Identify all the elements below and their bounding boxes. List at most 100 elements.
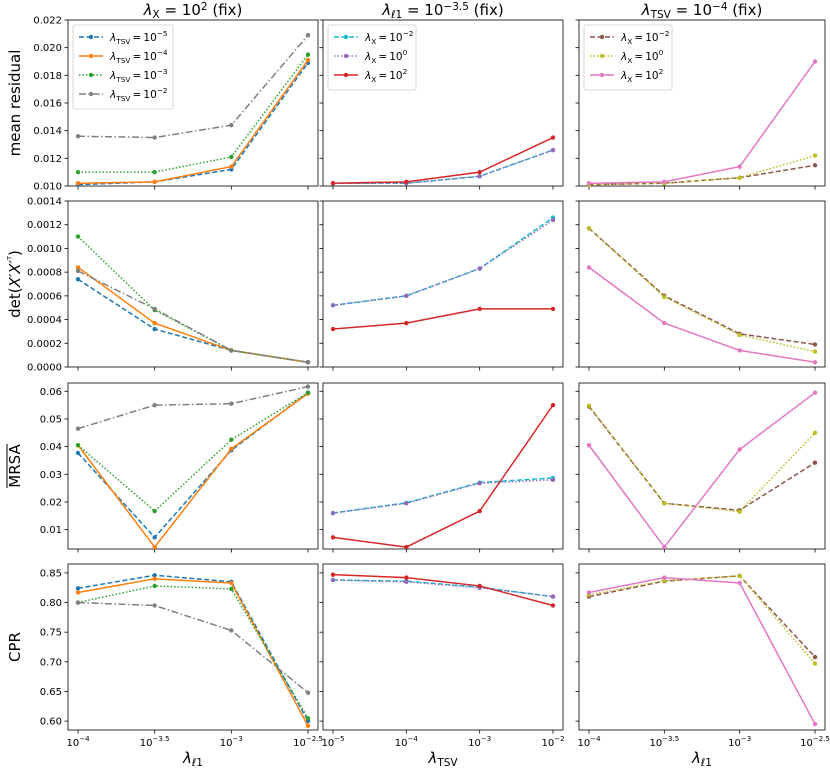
data-point bbox=[305, 390, 311, 395]
series-line bbox=[333, 149, 554, 184]
data-point bbox=[152, 544, 157, 550]
data-point bbox=[550, 306, 556, 312]
y-axis-label-det: det(X′X′ᵀ) bbox=[6, 250, 24, 318]
x-tick-label: 10−2​ bbox=[541, 735, 564, 749]
x-tick-label: 10−3​ bbox=[220, 735, 243, 749]
legend-marker bbox=[599, 34, 605, 40]
data-point bbox=[229, 122, 234, 128]
data-point bbox=[229, 348, 234, 353]
x-tick-label: 10−3.5​ bbox=[649, 735, 679, 749]
data-point bbox=[305, 690, 311, 695]
y-tick-label: 0.01 bbox=[40, 525, 62, 536]
panel-r1c0: 0.0000 0.0002 0.0004 0.0006 0.0008 0.0010 0.00… bbox=[27, 197, 319, 374]
legend: λX​ = 10−2​ λX​ = 100​ λX​ = 102​ bbox=[583, 24, 673, 91]
y-tick-label: 0.0014 bbox=[27, 197, 62, 208]
data-point bbox=[75, 169, 81, 175]
panel-r1c1 bbox=[319, 200, 564, 371]
data-point bbox=[152, 179, 157, 185]
legend-entry: λTSV​ = 10−5​ bbox=[109, 29, 168, 46]
data-point bbox=[152, 169, 157, 175]
series-line bbox=[588, 227, 816, 353]
data-point bbox=[404, 320, 409, 326]
x-tick-label: 10−3​ bbox=[468, 735, 491, 749]
y-tick-label: 0.012 bbox=[33, 154, 62, 165]
data-point bbox=[737, 580, 742, 586]
axes-frame bbox=[322, 563, 564, 731]
data-point bbox=[550, 594, 556, 599]
y-tick-label: 0.0002 bbox=[27, 339, 62, 350]
series-line bbox=[588, 154, 816, 186]
data-point bbox=[404, 293, 409, 299]
data-point bbox=[477, 508, 482, 514]
legend-box bbox=[327, 24, 417, 91]
series-line bbox=[332, 219, 554, 307]
axes-frame bbox=[322, 200, 564, 368]
data-point bbox=[330, 535, 336, 540]
data-point bbox=[75, 450, 81, 456]
series-line bbox=[332, 479, 554, 514]
data-point bbox=[152, 508, 157, 514]
data-point bbox=[477, 266, 482, 271]
legend-entry: λX​ = 100​ bbox=[364, 48, 408, 65]
legend-marker bbox=[599, 53, 605, 59]
axes-frame bbox=[67, 382, 319, 550]
data-point bbox=[330, 303, 336, 308]
data-point bbox=[75, 426, 81, 431]
data-point bbox=[550, 402, 556, 408]
data-point bbox=[812, 721, 818, 727]
series-line bbox=[77, 34, 309, 139]
axes-frame bbox=[67, 563, 319, 731]
legend-entry: λX​ = 10−2​ bbox=[620, 29, 669, 46]
legend-box bbox=[72, 24, 174, 110]
x-tick-label: 10−3​ bbox=[728, 735, 751, 749]
legend-entry: λX​ = 100​ bbox=[620, 48, 664, 65]
y-tick-label: 0.0004 bbox=[27, 315, 62, 326]
data-point bbox=[812, 59, 818, 64]
x-tick-label: 10−3.5​ bbox=[140, 735, 170, 749]
data-point bbox=[330, 572, 336, 577]
panel-r3c1: 10−5​ 10−4​ 10−3​ 10−2​ bbox=[319, 563, 565, 749]
data-point bbox=[662, 320, 667, 326]
data-point bbox=[229, 446, 234, 452]
data-point bbox=[75, 181, 81, 186]
data-point bbox=[305, 723, 311, 729]
y-tick-label: 0.02 bbox=[40, 497, 62, 508]
data-point bbox=[812, 390, 818, 395]
data-point bbox=[152, 583, 157, 589]
data-point bbox=[404, 575, 409, 580]
series-line bbox=[588, 575, 816, 658]
data-point bbox=[662, 501, 667, 506]
series-line bbox=[77, 574, 309, 722]
x-tick-label: 10−4​ bbox=[66, 735, 90, 749]
y-tick-label: 0.0006 bbox=[27, 291, 62, 302]
data-point bbox=[662, 179, 667, 185]
column-title: λℓ1​ = 10−3.5 (fix) bbox=[381, 1, 503, 21]
panel-r3c0: 10−4​ 10−3.5​ 10−3​ 10−2.5​ 0.60 0.65 0.70 0.75… bbox=[40, 563, 323, 749]
legend: λTSV​ = 10−5​ λTSV​ = 10−4​ λTSV​ = 10−3​ λ… bbox=[72, 24, 174, 110]
data-point bbox=[330, 326, 336, 332]
data-point bbox=[812, 460, 818, 465]
series-line bbox=[77, 270, 309, 363]
data-point bbox=[662, 544, 667, 550]
data-point bbox=[75, 590, 81, 595]
data-point bbox=[737, 348, 742, 353]
data-point bbox=[737, 164, 742, 169]
panel-r0c2: λX​ = 10−2​ λX​ = 100​ λX​ = 102​ bbox=[575, 19, 826, 190]
data-point bbox=[662, 294, 667, 300]
data-point bbox=[75, 443, 81, 448]
legend-marker bbox=[343, 53, 349, 59]
x-axis-label: λℓ1​ bbox=[182, 749, 203, 769]
y-tick-label: 0.85 bbox=[40, 568, 62, 579]
series-line bbox=[588, 576, 816, 725]
y-axis-label-cpr: CPR bbox=[6, 632, 24, 662]
data-point bbox=[586, 226, 592, 231]
data-point bbox=[550, 147, 556, 153]
data-point bbox=[152, 603, 157, 608]
series-line bbox=[332, 579, 554, 598]
x-axis-label: λTSV​ bbox=[427, 749, 458, 769]
y-tick-label: 0.05 bbox=[40, 414, 62, 425]
data-point bbox=[550, 217, 556, 223]
panel-r1c2 bbox=[575, 200, 826, 371]
y-tick-label: 0.016 bbox=[33, 99, 62, 110]
